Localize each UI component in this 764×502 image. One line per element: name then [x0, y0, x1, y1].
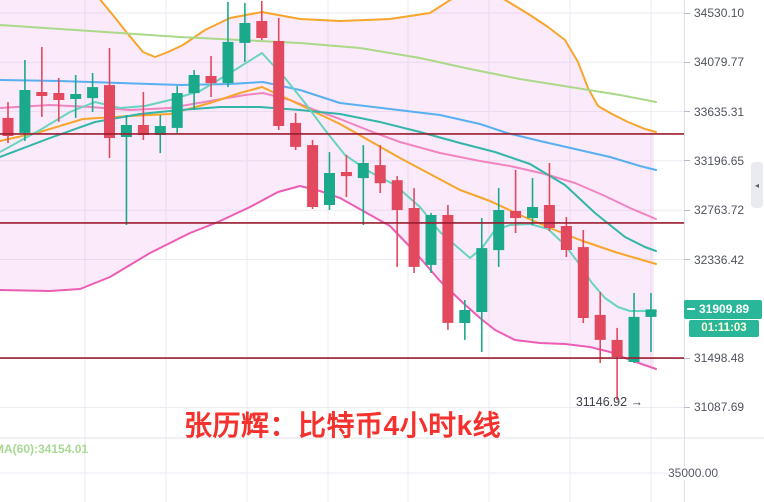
axis-tick [684, 160, 690, 162]
chevron-left-icon: ◂ [754, 180, 759, 190]
axis-tick [684, 111, 690, 113]
candle-body [425, 215, 437, 265]
candle-body [560, 226, 572, 250]
candle-body [171, 93, 183, 128]
candle-body [543, 205, 555, 228]
axis-label: 34079.77 [694, 55, 745, 70]
candle-body [340, 172, 352, 177]
axis-label: 31498.48 [694, 351, 745, 366]
candle-body [476, 248, 488, 312]
candle-body [36, 92, 48, 96]
candle-body [273, 41, 285, 126]
candle-body [391, 180, 403, 210]
candle-body [70, 94, 82, 99]
axis-label: 34530.10 [694, 6, 745, 20]
candle-body [87, 87, 99, 99]
candle-body [611, 339, 623, 357]
axis-label: 33635.31 [694, 104, 745, 119]
panel-collapse-handle[interactable]: ◂ [751, 162, 763, 208]
candles [2, 1, 657, 401]
current-price-label: 31909.89 [684, 299, 762, 319]
candle-body [577, 247, 589, 318]
candle-body [154, 126, 166, 135]
axis-tick [684, 61, 690, 63]
current-price-value: 31909.89 [699, 301, 750, 316]
candle-body [188, 75, 200, 94]
price-axis-labels: 34530.10 34079.77 33635.31 33196.65 32763.72… [684, 0, 764, 502]
axis-tick [684, 406, 690, 408]
watermark-title: 张历辉：比特币4小时k线 [184, 410, 502, 441]
axis-tick [684, 12, 690, 14]
ma-teal-slow [0, 106, 657, 252]
candle-body [628, 316, 640, 362]
candle-body [222, 41, 234, 83]
candle-body [290, 122, 302, 147]
axis-label: 31087.69 [694, 400, 745, 415]
candle-body [493, 210, 505, 251]
candle-body [408, 208, 420, 267]
candle-body [527, 207, 538, 218]
ma-green-slow [0, 24, 657, 103]
candle-body [645, 309, 657, 317]
candle-body [324, 173, 335, 205]
candle-body [205, 76, 217, 84]
candle-body [19, 90, 31, 133]
axis-label: 32763.72 [694, 203, 745, 218]
axis-label: 32336.42 [694, 252, 745, 267]
candle-body [53, 93, 65, 100]
axis-tick [684, 259, 690, 261]
ma60-indicator-label: MA(60):34154.01 [0, 442, 89, 456]
candle-body [137, 125, 149, 135]
candle-body [459, 310, 471, 323]
candle-body [357, 163, 369, 179]
candle-body [374, 165, 386, 184]
ma-blue [0, 79, 657, 171]
price-tick-dash [687, 307, 695, 310]
axis-tick [684, 357, 690, 359]
low-annotation: 31146.92 → [575, 395, 643, 409]
candle-body [256, 21, 268, 38]
candle-body [510, 211, 522, 218]
bar-countdown-label: 01:11:03 [689, 320, 759, 338]
candle-body [120, 125, 132, 137]
axis-label: 33196.65 [694, 153, 745, 168]
bollinger-lower [0, 185, 657, 370]
candle-body [594, 314, 606, 340]
price-axis[interactable]: 34530.10 34079.77 33635.31 33196.65 32763.72… [668, 0, 764, 502]
pane2-axis-label: 35000.00 [668, 466, 723, 480]
bollinger-upper [99, 0, 657, 133]
ma-teal-fast [0, 52, 657, 312]
candle-body [2, 117, 14, 136]
candle-body [442, 215, 454, 323]
candle-body [307, 145, 319, 207]
candle-body [104, 85, 115, 138]
axis-tick [684, 209, 690, 211]
candle-body [239, 23, 251, 43]
